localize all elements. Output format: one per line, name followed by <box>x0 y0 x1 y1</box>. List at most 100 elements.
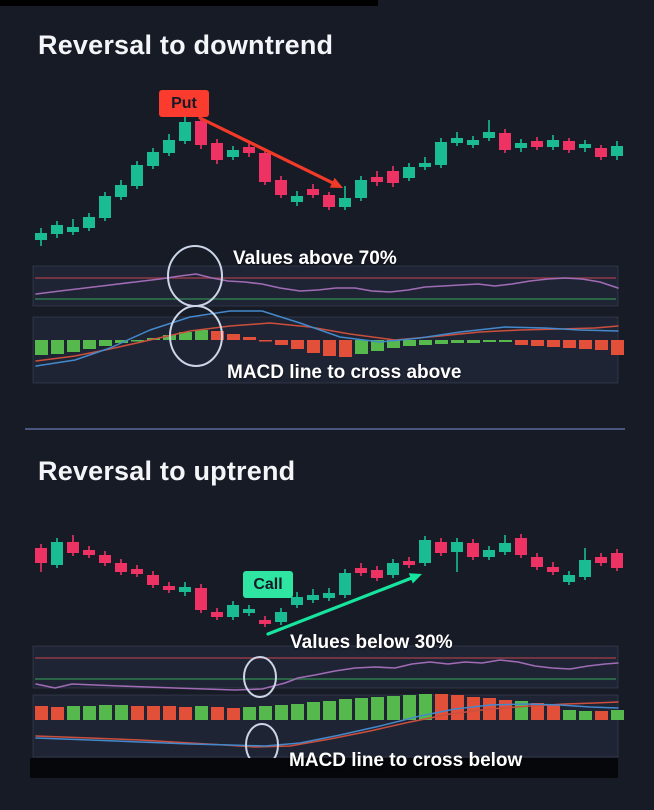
candle <box>147 575 159 585</box>
macd-histogram-bar <box>387 340 400 348</box>
macd-histogram-bar <box>563 710 576 720</box>
candle <box>83 217 95 228</box>
annotation-values-below-30: Values below 30% <box>290 632 453 653</box>
indicator-panel <box>32 265 619 307</box>
candle <box>227 150 239 157</box>
candle <box>355 568 367 573</box>
candle <box>67 227 79 232</box>
candle <box>179 587 191 592</box>
macd-histogram-bar <box>83 340 96 349</box>
highlight-circle <box>169 305 223 367</box>
section-title-downtrend: Reversal to downtrend <box>38 30 334 60</box>
candle <box>115 563 127 572</box>
candle <box>403 561 415 565</box>
candle <box>275 180 287 195</box>
candle <box>163 140 175 153</box>
candle <box>515 143 527 148</box>
annotation-values-above-70: Values above 70% <box>233 248 397 269</box>
trend-arrow <box>198 116 336 186</box>
macd-histogram-bar <box>467 697 480 720</box>
macd-histogram-bar <box>259 340 272 342</box>
macd-histogram-bar <box>547 705 560 720</box>
macd-histogram-bar <box>355 698 368 720</box>
macd-histogram-bar <box>611 710 624 720</box>
macd-histogram-bar <box>419 340 432 345</box>
macd-histogram-bar <box>195 706 208 720</box>
candle <box>195 588 207 610</box>
candle <box>611 553 623 568</box>
macd-histogram-bar <box>307 702 320 720</box>
candle <box>387 563 399 575</box>
section-divider <box>25 428 625 430</box>
macd-histogram-bar <box>339 699 352 720</box>
macd-histogram-bar <box>515 340 528 345</box>
candle <box>291 196 303 202</box>
candle <box>563 575 575 582</box>
macd-histogram-bar <box>435 694 448 720</box>
macd-histogram-bar <box>451 340 464 343</box>
candle <box>435 142 447 165</box>
macd-histogram-bar <box>259 706 272 720</box>
macd-histogram-bar <box>227 334 240 340</box>
macd-histogram-bar <box>211 707 224 720</box>
macd-histogram-bar <box>371 340 384 351</box>
candle <box>451 138 463 143</box>
candle <box>531 557 543 567</box>
annotation-macd-cross-above: MACD line to cross above <box>227 362 462 383</box>
candle <box>259 153 271 182</box>
candle <box>115 185 127 197</box>
macd-histogram-bar <box>531 340 544 346</box>
macd-histogram-bar <box>307 340 320 353</box>
macd-histogram-bar <box>83 706 96 720</box>
candle <box>51 225 63 234</box>
candle <box>371 570 383 578</box>
macd-histogram-bar <box>243 337 256 340</box>
call-signal-badge: Call <box>243 571 293 598</box>
macd-histogram-bar <box>563 340 576 348</box>
macd-histogram-bar <box>131 340 144 342</box>
candle <box>515 538 527 555</box>
macd-histogram-bar <box>355 340 368 354</box>
reversal-to-downtrend <box>32 116 624 384</box>
candle <box>211 612 223 617</box>
candle <box>99 555 111 563</box>
candle <box>163 586 175 590</box>
candle <box>275 612 287 622</box>
macd-histogram-bar <box>227 708 240 720</box>
macd-histogram-bar <box>99 340 112 346</box>
candle <box>563 141 575 150</box>
candle <box>291 597 303 605</box>
candle <box>259 620 271 624</box>
candle <box>67 542 79 553</box>
macd-histogram-bar <box>51 340 64 354</box>
put-signal-badge: Put <box>159 90 209 117</box>
indicator-panel <box>32 645 619 689</box>
candle <box>547 567 559 572</box>
macd-histogram-bar <box>579 340 592 349</box>
trend-arrow-head <box>408 573 422 584</box>
candle <box>339 198 351 207</box>
macd-histogram-bar <box>595 340 608 350</box>
trend-arrow-head <box>329 177 343 188</box>
candle <box>227 605 239 617</box>
candle <box>419 540 431 563</box>
section-title-uptrend: Reversal to uptrend <box>38 456 296 486</box>
bottom-black-strip <box>30 758 618 778</box>
macd-histogram-bar <box>611 340 624 355</box>
candle <box>451 542 463 552</box>
candle <box>595 557 607 563</box>
macd-histogram-bar <box>275 705 288 720</box>
macd-histogram-bar <box>115 705 128 720</box>
macd-histogram-bar <box>403 340 416 346</box>
candle <box>371 177 383 182</box>
candle <box>499 133 511 150</box>
macd-histogram-bar <box>435 340 448 344</box>
macd-histogram-bar <box>499 700 512 720</box>
candle <box>243 609 255 613</box>
macd-histogram-bar <box>323 340 336 356</box>
macd-histogram-bar <box>99 705 112 720</box>
candle <box>483 550 495 557</box>
macd-histogram-bar <box>467 340 480 343</box>
macd-histogram-bar <box>163 706 176 720</box>
macd-histogram-bar <box>403 695 416 720</box>
